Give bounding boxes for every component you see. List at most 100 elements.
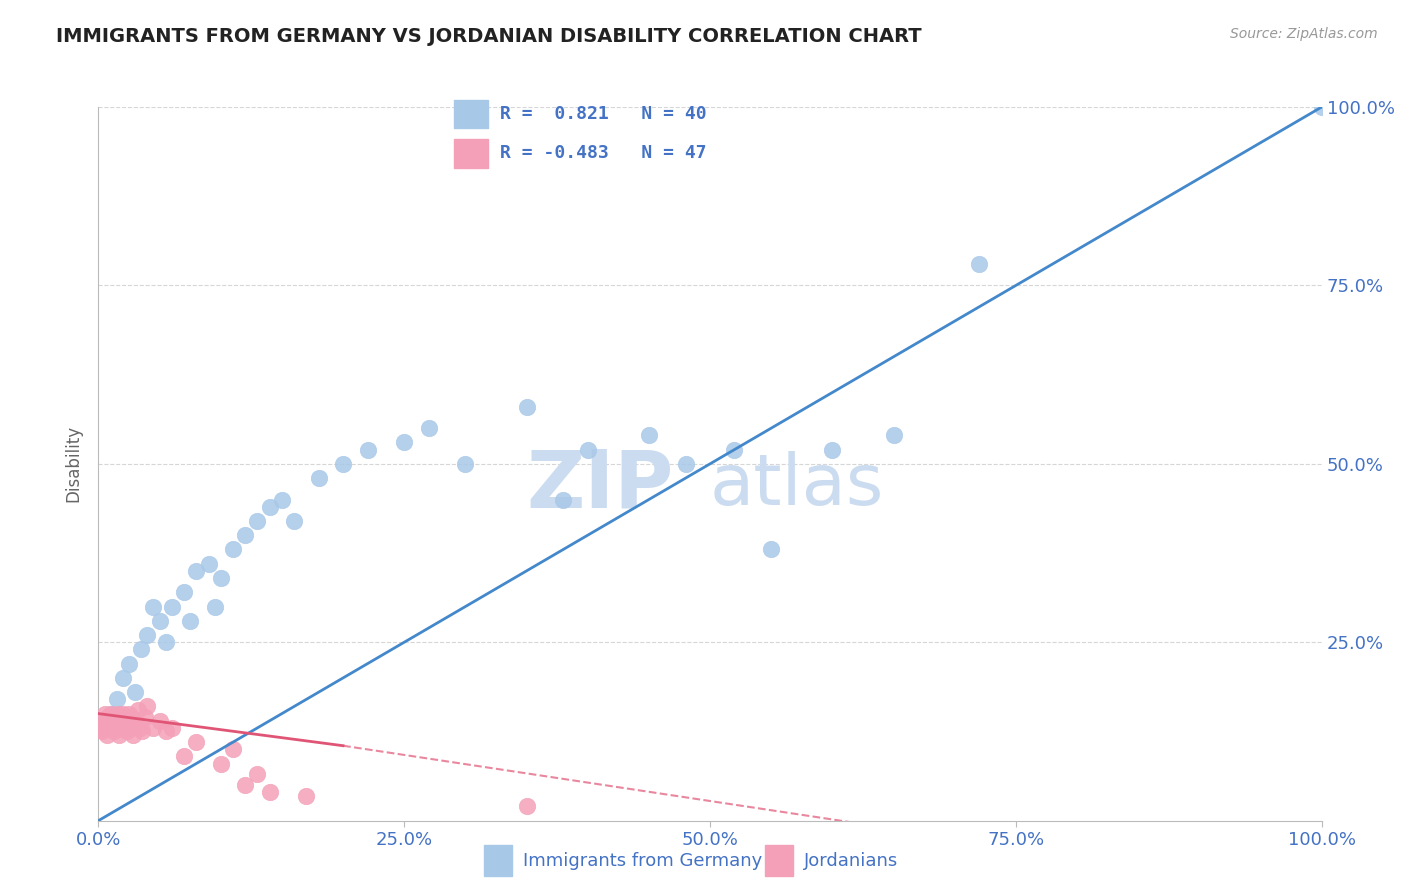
Point xyxy=(105,692,128,706)
Point xyxy=(114,717,136,731)
Point xyxy=(246,767,269,781)
Point xyxy=(155,635,177,649)
Point xyxy=(100,706,122,721)
Text: ZIP: ZIP xyxy=(526,446,673,524)
Point xyxy=(112,714,135,728)
Point xyxy=(332,457,354,471)
Point xyxy=(134,710,156,724)
Point xyxy=(118,706,141,721)
Point xyxy=(222,542,245,557)
Point xyxy=(91,724,114,739)
Bar xyxy=(454,100,488,128)
Point xyxy=(197,557,219,571)
Point xyxy=(111,721,134,735)
Point xyxy=(108,728,131,742)
Point xyxy=(98,721,121,735)
Point xyxy=(516,799,538,814)
Point xyxy=(124,685,146,699)
Point xyxy=(105,717,128,731)
Point xyxy=(122,717,145,731)
Point xyxy=(129,642,152,657)
Point xyxy=(222,742,245,756)
Point xyxy=(173,749,195,764)
Bar xyxy=(454,139,488,168)
Point xyxy=(454,457,477,471)
Point xyxy=(115,724,138,739)
Point xyxy=(233,528,256,542)
Point xyxy=(96,728,118,742)
Point xyxy=(142,721,165,735)
Point xyxy=(283,514,305,528)
Point xyxy=(821,442,844,457)
Point xyxy=(392,435,416,450)
Y-axis label: Disability: Disability xyxy=(65,425,83,502)
Bar xyxy=(765,846,793,876)
Point xyxy=(90,714,112,728)
Point xyxy=(186,564,208,578)
Point xyxy=(638,428,661,442)
Point xyxy=(93,706,115,721)
Bar xyxy=(484,846,512,876)
Point xyxy=(121,728,143,742)
Text: Immigrants from Germany: Immigrants from Germany xyxy=(523,852,762,870)
Point xyxy=(124,714,146,728)
Point xyxy=(270,492,294,507)
Point xyxy=(103,724,125,739)
Point xyxy=(356,442,378,457)
Point xyxy=(233,778,256,792)
Point xyxy=(117,714,139,728)
Point xyxy=(723,442,745,457)
Point xyxy=(142,599,165,614)
Text: R =  0.821   N = 40: R = 0.821 N = 40 xyxy=(501,105,706,123)
Point xyxy=(118,657,141,671)
Text: Source: ZipAtlas.com: Source: ZipAtlas.com xyxy=(1230,27,1378,41)
Point xyxy=(131,724,153,739)
Point xyxy=(516,400,538,414)
Point xyxy=(101,721,124,735)
Point xyxy=(136,628,159,642)
Point xyxy=(308,471,330,485)
Point xyxy=(94,717,117,731)
Point xyxy=(204,599,226,614)
Point xyxy=(120,721,142,735)
Text: IMMIGRANTS FROM GERMANY VS JORDANIAN DISABILITY CORRELATION CHART: IMMIGRANTS FROM GERMANY VS JORDANIAN DIS… xyxy=(56,27,922,45)
Point xyxy=(1310,100,1333,114)
Point xyxy=(129,721,152,735)
Point xyxy=(97,710,120,724)
Point xyxy=(179,614,201,628)
Point xyxy=(111,671,134,685)
Point xyxy=(209,571,232,585)
Point xyxy=(101,714,124,728)
Point xyxy=(104,714,127,728)
Point xyxy=(967,257,990,271)
Text: R = -0.483   N = 47: R = -0.483 N = 47 xyxy=(501,145,706,162)
Point xyxy=(111,706,134,721)
Point xyxy=(246,514,269,528)
Point xyxy=(295,789,318,803)
Point xyxy=(186,735,208,749)
Point xyxy=(136,699,159,714)
Point xyxy=(155,724,177,739)
Point xyxy=(761,542,783,557)
Text: atlas: atlas xyxy=(710,450,884,520)
Point xyxy=(100,706,122,721)
Point xyxy=(883,428,905,442)
Point xyxy=(149,614,172,628)
Point xyxy=(259,785,281,799)
Point xyxy=(173,585,195,599)
Point xyxy=(120,710,142,724)
Point xyxy=(127,703,149,717)
Point xyxy=(91,721,114,735)
Point xyxy=(576,442,599,457)
Point xyxy=(110,710,132,724)
Point xyxy=(149,714,172,728)
Point xyxy=(160,721,183,735)
Point xyxy=(553,492,575,507)
Text: Jordanians: Jordanians xyxy=(804,852,898,870)
Point xyxy=(418,421,440,435)
Point xyxy=(107,706,129,721)
Point xyxy=(209,756,232,771)
Point xyxy=(259,500,281,514)
Point xyxy=(160,599,183,614)
Point xyxy=(675,457,697,471)
